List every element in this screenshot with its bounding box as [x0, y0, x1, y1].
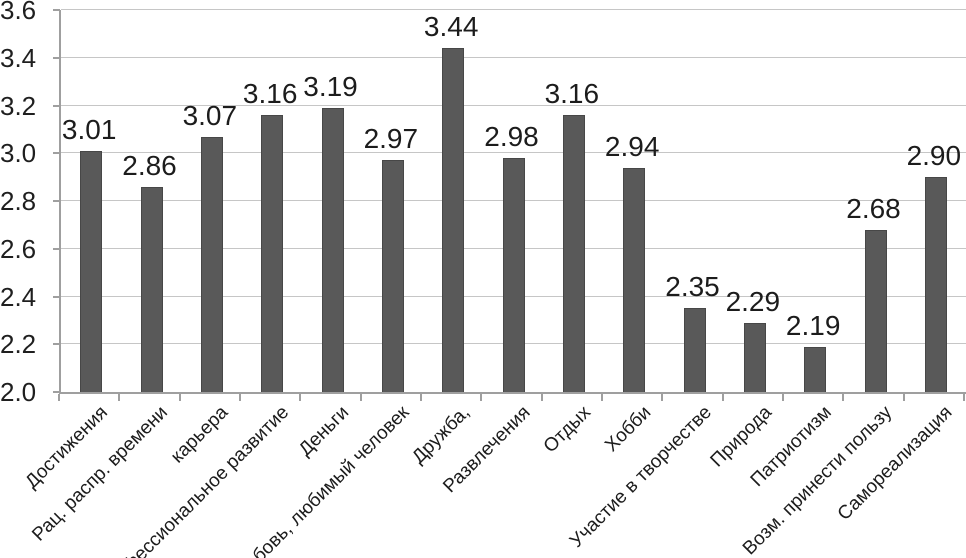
- y-axis-tick: [53, 343, 60, 346]
- bar: [924, 177, 947, 392]
- x-axis-tick: [963, 394, 965, 401]
- y-axis-label: 2.2: [0, 329, 37, 360]
- y-axis-label: 3.2: [0, 90, 37, 121]
- x-axis-tick: [420, 394, 422, 401]
- bar: [864, 229, 887, 392]
- gridline: [61, 56, 966, 58]
- value-label: 2.94: [604, 130, 660, 162]
- bar: [743, 322, 766, 392]
- bar: [261, 115, 284, 392]
- value-label: 2.19: [785, 309, 841, 341]
- y-axis-label: 3.0: [0, 138, 37, 169]
- x-axis-label: Деньги: [295, 402, 354, 461]
- x-axis-tick: [721, 394, 724, 401]
- bar: [683, 308, 706, 392]
- value-label: 2.35: [665, 271, 720, 303]
- bar: [623, 167, 646, 392]
- y-axis-label: 2.4: [0, 281, 37, 312]
- bar: [321, 107, 344, 392]
- bar: [562, 115, 585, 392]
- x-axis-tick: [480, 394, 483, 401]
- y-axis-tick: [53, 247, 60, 250]
- y-axis-label: 2.8: [0, 186, 37, 216]
- y-axis-label: 2.0: [0, 377, 37, 407]
- y-axis-tick: [53, 56, 60, 59]
- value-label: 3.19: [303, 70, 358, 102]
- bar: [442, 48, 465, 392]
- y-axis-label: 3.4: [0, 42, 37, 73]
- x-axis-tick: [601, 394, 603, 401]
- bar: [381, 160, 404, 392]
- x-axis-tick: [58, 394, 60, 401]
- x-axis-label: Самореализация: [833, 402, 957, 525]
- bar: [804, 346, 827, 392]
- y-axis-tick: [53, 9, 60, 11]
- value-label: 2.98: [484, 121, 539, 153]
- value-label: 3.07: [182, 99, 238, 131]
- x-axis-label: Отдых: [539, 402, 595, 458]
- value-label: 3.16: [544, 78, 600, 110]
- x-axis-tick: [902, 394, 905, 401]
- x-axis-tick: [178, 394, 181, 401]
- gridline: [61, 152, 966, 154]
- y-axis-tick: [53, 152, 60, 155]
- value-label: 2.29: [725, 285, 781, 317]
- bar: [502, 158, 525, 392]
- x-axis-tick: [239, 394, 241, 401]
- value-label: 3.44: [423, 11, 479, 43]
- bar: [200, 136, 223, 392]
- value-label: 3.01: [61, 113, 117, 145]
- x-axis-tick: [540, 394, 543, 401]
- y-axis-label: 3.6: [0, 0, 37, 25]
- value-label: 2.97: [363, 123, 419, 155]
- plot-area: [59, 9, 966, 394]
- x-axis-tick: [359, 394, 362, 401]
- bar: [140, 186, 163, 392]
- x-axis-tick: [118, 394, 121, 401]
- x-axis-tick: [299, 394, 302, 401]
- value-label: 3.16: [242, 78, 298, 110]
- value-label: 2.90: [906, 140, 962, 172]
- value-label: 2.68: [846, 192, 901, 224]
- x-axis-tick: [842, 394, 845, 401]
- value-label: 2.86: [122, 149, 177, 181]
- y-axis-label: 2.6: [0, 233, 37, 264]
- y-axis-tick: [53, 391, 60, 393]
- y-axis-tick: [53, 200, 60, 202]
- bar: [80, 150, 103, 392]
- gridline: [61, 104, 966, 106]
- x-axis-label: Хобби: [600, 402, 656, 457]
- y-axis-tick: [53, 104, 60, 107]
- y-axis-tick: [53, 295, 60, 298]
- x-axis-tick: [661, 394, 664, 401]
- x-axis-tick: [782, 394, 784, 401]
- gridline: [61, 9, 966, 10]
